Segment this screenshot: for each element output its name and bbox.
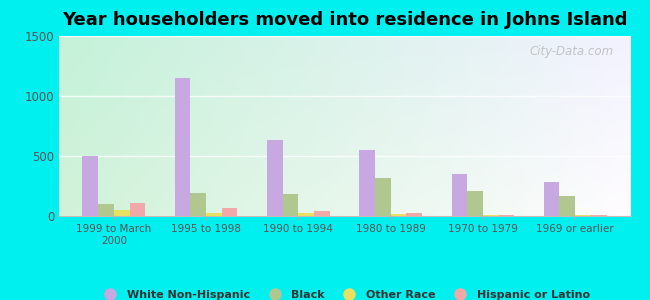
Bar [359, 150, 375, 216]
Bar [467, 191, 483, 216]
Title: Year householders moved into residence in Johns Island: Year householders moved into residence i… [62, 11, 627, 29]
Bar [283, 194, 298, 216]
Bar [114, 210, 129, 216]
Bar [175, 78, 190, 216]
Bar [575, 215, 591, 216]
Bar [83, 156, 98, 216]
Bar [544, 182, 560, 216]
Bar [483, 215, 499, 216]
Bar [129, 203, 145, 216]
Bar [98, 204, 114, 216]
Bar [206, 213, 222, 216]
Bar [591, 215, 606, 216]
Legend: White Non-Hispanic, Black, Other Race, Hispanic or Latino: White Non-Hispanic, Black, Other Race, H… [95, 285, 594, 300]
Bar [222, 208, 237, 216]
Bar [375, 178, 391, 216]
Bar [406, 213, 422, 216]
Bar [391, 214, 406, 216]
Text: City-Data.com: City-Data.com [529, 45, 614, 58]
Bar [499, 215, 514, 216]
Bar [190, 193, 206, 216]
Bar [298, 213, 314, 216]
Bar [452, 174, 467, 216]
Bar [314, 211, 330, 216]
Bar [267, 140, 283, 216]
Bar [560, 196, 575, 216]
